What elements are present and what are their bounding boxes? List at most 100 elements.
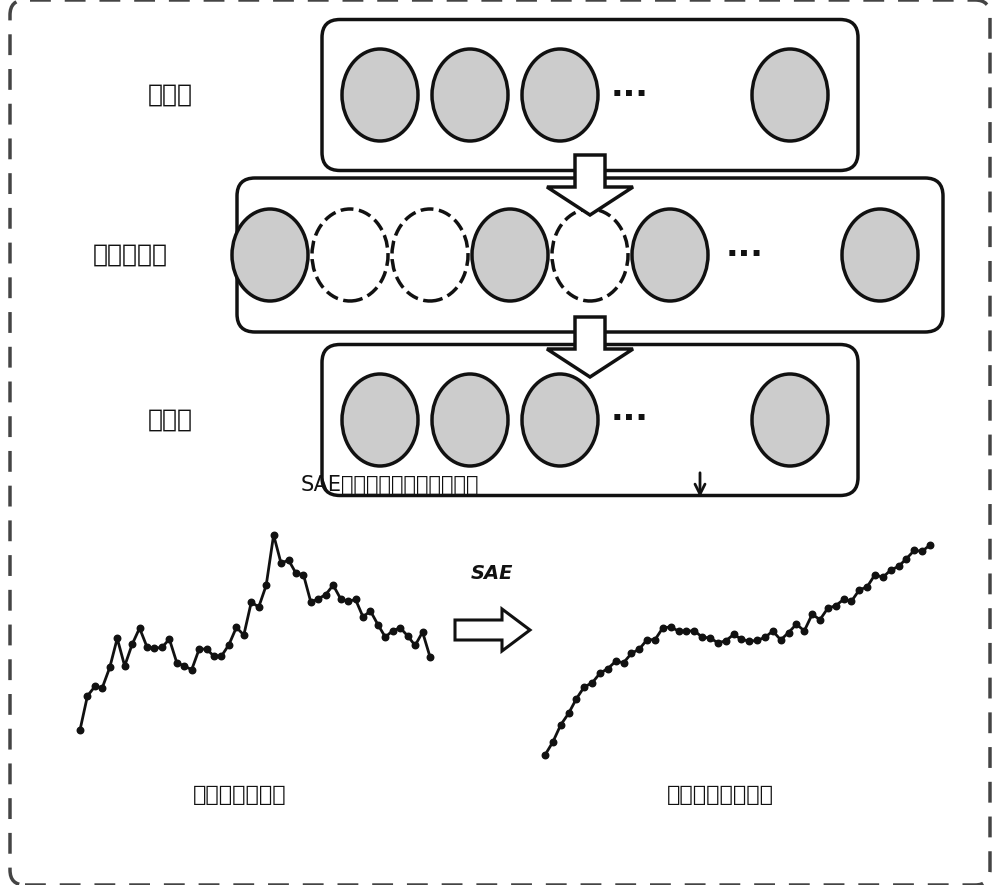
Point [796, 624, 812, 638]
Point [616, 656, 632, 670]
Point [251, 600, 267, 614]
Point [295, 567, 311, 581]
Text: SAE模型的输入输出曲线结果: SAE模型的输入输出曲线结果 [301, 475, 479, 495]
Point [584, 676, 600, 690]
Ellipse shape [342, 374, 418, 466]
Point [859, 580, 875, 594]
Point [639, 633, 655, 647]
Point [914, 544, 930, 558]
Point [836, 592, 852, 606]
Text: ···: ··· [611, 404, 649, 436]
Ellipse shape [472, 209, 548, 301]
Ellipse shape [392, 209, 468, 301]
Ellipse shape [522, 49, 598, 141]
Point [726, 627, 742, 642]
Ellipse shape [752, 49, 828, 141]
Point [898, 551, 914, 566]
Point [828, 598, 844, 612]
Point [749, 634, 765, 648]
Point [146, 641, 162, 655]
Point [631, 642, 647, 656]
Point [370, 618, 386, 632]
Point [757, 630, 773, 644]
Point [236, 628, 252, 643]
Point [820, 601, 836, 615]
Point [333, 592, 349, 606]
Point [325, 578, 341, 592]
Point [733, 632, 749, 646]
Point [655, 620, 671, 635]
FancyBboxPatch shape [10, 0, 990, 885]
Point [400, 629, 416, 643]
Point [718, 634, 734, 648]
Point [303, 595, 319, 609]
Text: ···: ··· [726, 238, 764, 272]
Ellipse shape [312, 209, 388, 301]
Point [422, 650, 438, 664]
Text: 输入层: 输入层 [148, 83, 192, 107]
Point [891, 559, 907, 573]
Ellipse shape [522, 374, 598, 466]
Point [377, 630, 393, 644]
Point [310, 592, 326, 606]
Point [362, 604, 378, 618]
Text: 用户日负荷曲线: 用户日负荷曲线 [193, 785, 287, 805]
Point [348, 592, 364, 606]
Ellipse shape [752, 374, 828, 466]
Point [221, 637, 237, 651]
Point [568, 691, 584, 705]
Point [243, 595, 259, 609]
Point [318, 588, 334, 602]
Ellipse shape [432, 49, 508, 141]
Point [781, 626, 797, 640]
FancyArrow shape [455, 609, 530, 651]
Point [702, 631, 718, 645]
Point [340, 595, 356, 609]
Text: 解码层: 解码层 [148, 408, 192, 432]
Point [191, 642, 207, 656]
Text: 稀疏编码层: 稀疏编码层 [92, 243, 168, 267]
Ellipse shape [432, 374, 508, 466]
Point [206, 650, 222, 664]
Point [407, 638, 423, 652]
Point [765, 624, 781, 638]
Polygon shape [547, 317, 633, 377]
Point [694, 630, 710, 644]
Point [161, 632, 177, 646]
Point [258, 578, 274, 592]
Point [600, 661, 616, 675]
Point [843, 594, 859, 608]
Point [804, 607, 820, 621]
Point [647, 633, 663, 647]
Point [117, 659, 133, 673]
Point [288, 566, 304, 581]
Point [132, 621, 148, 635]
Point [124, 637, 140, 651]
Text: SAE: SAE [471, 564, 513, 583]
Point [561, 706, 577, 720]
Point [87, 680, 103, 694]
Point [773, 633, 789, 647]
Point [906, 543, 922, 558]
Point [741, 635, 757, 649]
Point [788, 617, 804, 631]
Point [553, 718, 569, 732]
Point [608, 654, 624, 668]
Point [72, 723, 88, 737]
Point [109, 631, 125, 645]
Ellipse shape [842, 209, 918, 301]
Point [228, 620, 244, 635]
Point [154, 641, 170, 655]
FancyBboxPatch shape [237, 178, 943, 332]
Point [385, 624, 401, 638]
Text: ···: ··· [611, 79, 649, 112]
Point [199, 642, 215, 656]
Point [710, 635, 726, 650]
Point [592, 666, 608, 681]
FancyBboxPatch shape [322, 344, 858, 496]
Ellipse shape [232, 209, 308, 301]
Point [355, 610, 371, 624]
Point [169, 656, 185, 670]
Point [139, 640, 155, 654]
Point [678, 624, 694, 638]
